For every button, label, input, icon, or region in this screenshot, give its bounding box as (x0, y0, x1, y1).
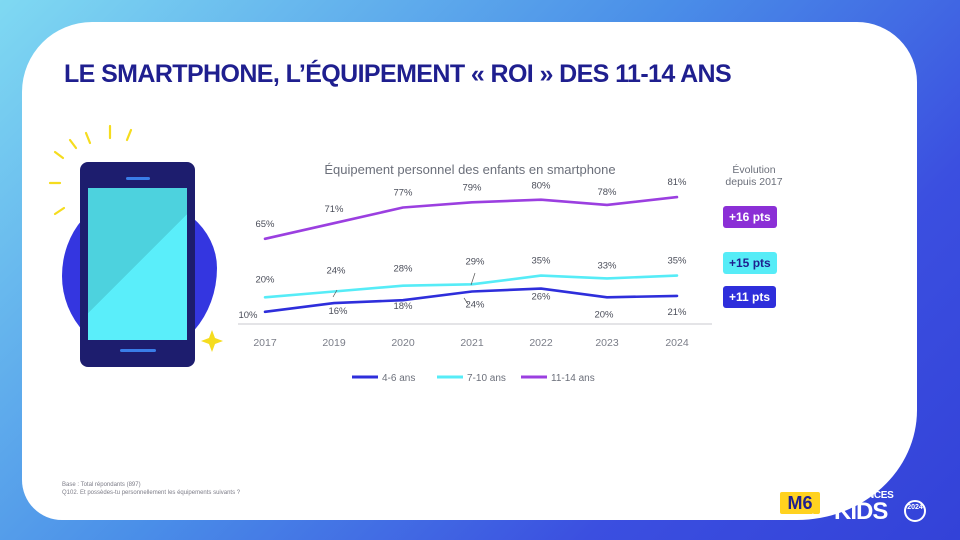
evolution-label-line2: depuis 2017 (725, 176, 783, 188)
x-tick-label-2020: 2020 (391, 337, 415, 349)
leader-line-7-10-2019 (332, 289, 338, 298)
footnote: Base : Total répondants (897) Q102. Et p… (62, 481, 240, 497)
x-tick-label-2017: 2017 (253, 337, 277, 349)
data-label-11-14-2021: 79% (462, 182, 482, 193)
x-tick-label-2023: 2023 (595, 337, 619, 349)
data-label-11-14-2019: 71% (324, 204, 344, 215)
data-label-4-6-2022: 26% (531, 292, 551, 303)
evolution-badge-7-10: +15 pts (723, 252, 777, 274)
leader-line-4-6-2021 (463, 297, 469, 305)
m6-logo-mark: M6 (780, 492, 820, 514)
data-label-11-14-2024: 81% (667, 177, 687, 188)
m6-logo-subtitle: PUBLICITÉ (785, 514, 815, 520)
tendances-kids-logo: TENDANCES KIDS 2024 (832, 490, 928, 530)
x-tick-label-2024: 2024 (665, 337, 689, 349)
page-title: LE SMARTPHONE, L’ÉQUIPEMENT « ROI » DES … (64, 60, 732, 88)
x-tick-label-2019: 2019 (322, 337, 346, 349)
data-label-11-14-2022: 80% (531, 181, 551, 192)
evolution-label-line1: Évolution (732, 164, 776, 176)
chart-title: Équipement personnel des enfants en smar… (324, 162, 616, 177)
footnote-question: Q102. Et possèdes-tu personnellement les… (62, 490, 241, 496)
legend-label-11-14: 11-14 ans (551, 373, 595, 384)
data-label-11-14-2017: 65% (255, 219, 275, 230)
data-label-4-6-2021: 24% (465, 300, 485, 311)
phone-home-button (120, 349, 156, 352)
legend-label-4-6: 4-6 ans (382, 373, 415, 384)
data-label-4-6-2023: 20% (594, 309, 614, 320)
series-line-11-14 (263, 195, 679, 241)
data-label-7-10-2019: 24% (326, 266, 346, 277)
m6-publicite-logo: M6 PUBLICITÉ (780, 492, 820, 524)
phone-screen (88, 188, 187, 340)
data-label-7-10-2024: 35% (667, 256, 687, 267)
data-label-7-10-2020: 28% (393, 264, 413, 275)
data-label-4-6-2020: 18% (393, 301, 413, 312)
phone-speaker (126, 177, 150, 180)
evolution-badge-4-6: +11 pts (723, 286, 777, 308)
x-tick-label-2021: 2021 (460, 337, 484, 349)
x-tick-label-2022: 2022 (529, 337, 553, 349)
series-line-7-10 (263, 274, 679, 299)
year-badge: 2024 (904, 500, 926, 522)
tendances-text: TENDANCES (834, 490, 894, 501)
data-label-7-10-2021: 29% (465, 256, 485, 267)
data-label-4-6-2019: 16% (328, 306, 348, 317)
evolution-badge-11-14: +16 pts (723, 206, 777, 228)
data-label-7-10-2017: 20% (255, 274, 275, 285)
kids-text: KIDS (834, 498, 888, 525)
legend-label-7-10: 7-10 ans (467, 373, 506, 384)
evolution-label: Évolution depuis 2017 (712, 164, 796, 188)
data-label-11-14-2020: 77% (393, 188, 413, 199)
data-label-7-10-2023: 33% (597, 260, 617, 271)
data-label-11-14-2023: 78% (597, 187, 617, 198)
series-line-4-6 (263, 287, 679, 314)
data-label-4-6-2024: 21% (667, 307, 687, 318)
leader-line-7-10-2021 (470, 272, 476, 286)
footnote-base: Base : Total répondants (897) (62, 482, 141, 488)
data-label-4-6-2017: 10% (238, 310, 258, 321)
data-label-7-10-2022: 35% (531, 256, 551, 267)
